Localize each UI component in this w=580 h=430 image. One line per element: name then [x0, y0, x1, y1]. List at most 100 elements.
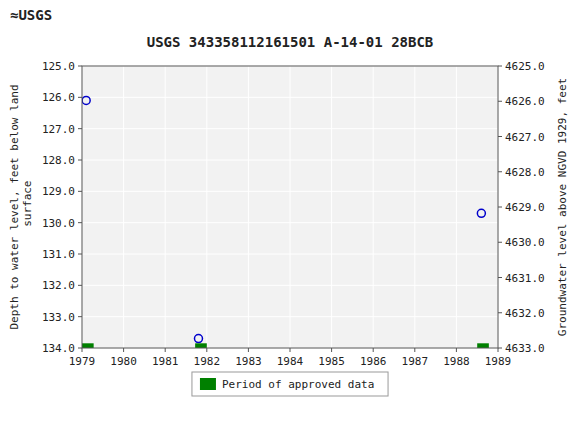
grid-line: [82, 316, 498, 317]
tick: [498, 312, 502, 313]
tick: [165, 348, 166, 352]
tick-label: 1981: [152, 355, 179, 368]
point: [477, 209, 485, 217]
tick-label: 4628.0: [505, 166, 545, 179]
tick-label: 1986: [360, 355, 387, 368]
grid-line: [165, 66, 166, 348]
tick-label: 4633.0: [505, 342, 545, 355]
tick-label: 4625.0: [505, 60, 545, 73]
tick-label: 1984: [277, 355, 304, 368]
grid: [82, 66, 498, 348]
tick: [498, 207, 502, 208]
axis-label: Depth to water level, feet below land su…: [8, 84, 34, 329]
tick: [78, 97, 82, 98]
plot-area: [82, 66, 498, 348]
tick: [123, 348, 124, 352]
tick-label: 125.0: [42, 60, 75, 73]
tick-label: 133.0: [42, 311, 75, 324]
tick-label: 126.0: [42, 91, 75, 104]
grid-line: [456, 66, 457, 348]
legend-swatch: [200, 378, 216, 390]
grid-line: [373, 66, 374, 348]
y2-axis: 4633.0 4632.0 4631.0 4630.0 4629.0 4628.0 4627…: [498, 60, 569, 355]
tick-label: 1979: [69, 355, 96, 368]
tick: [498, 348, 502, 349]
tick: [498, 277, 502, 278]
tick: [78, 160, 82, 161]
period-bar: [82, 343, 94, 348]
tick: [498, 171, 502, 172]
grid-line: [290, 66, 291, 348]
tick: [498, 242, 502, 243]
tick-label: 129.0: [42, 185, 75, 198]
grid-line: [82, 160, 498, 161]
point: [194, 335, 202, 343]
grid-line: [206, 66, 207, 348]
grid-line: [82, 285, 498, 286]
chart: ≈USGS USGS 343358112161501 A-14-01 28BCB 1…: [0, 0, 580, 430]
x-axis: 1979 1980 1981 1982 1983 1984 1985 1986 1987 1988…: [69, 348, 512, 368]
tick: [498, 101, 502, 102]
point: [82, 96, 90, 104]
tick-label: 1982: [194, 355, 221, 368]
tick-label: 132.0: [42, 279, 75, 292]
tick: [78, 254, 82, 255]
annotation: ≈USGS: [10, 7, 52, 23]
tick: [78, 316, 82, 317]
tick: [498, 348, 499, 352]
tick-label: 4631.0: [505, 272, 545, 285]
tick: [206, 348, 207, 352]
grid-line: [82, 97, 498, 98]
tick-label: 128.0: [42, 154, 75, 167]
tick: [78, 66, 82, 67]
axis-label-line: surface: [21, 181, 34, 234]
tick-label: 4629.0: [505, 201, 545, 214]
period-bar: [477, 343, 489, 348]
grid-line: [123, 66, 124, 348]
grid-line: [82, 254, 498, 255]
y-axis: 125.0 126.0 127.0 128.0 129.0 130.0 131.0 132.0…: [8, 60, 82, 355]
grid-line: [331, 66, 332, 348]
tick-label: 4626.0: [505, 95, 545, 108]
tick-label: 1987: [402, 355, 429, 368]
tick-label: 1989: [485, 355, 512, 368]
tick: [331, 348, 332, 352]
tick: [78, 128, 82, 129]
tick: [498, 66, 502, 67]
tick: [78, 222, 82, 223]
tick-label: 4627.0: [505, 131, 545, 144]
tick: [78, 191, 82, 192]
grid-line: [414, 66, 415, 348]
frame: [82, 66, 498, 348]
tick: [78, 285, 82, 286]
tick: [82, 348, 83, 352]
legend-box: [192, 372, 388, 396]
grid-line: [82, 222, 498, 223]
tick-label: 1985: [318, 355, 345, 368]
tick: [456, 348, 457, 352]
grid-line: [82, 128, 498, 129]
tick-label: 4630.0: [505, 236, 545, 249]
tick: [290, 348, 291, 352]
grid-line: [82, 191, 498, 192]
tick: [78, 348, 82, 349]
tick-label: 130.0: [42, 217, 75, 230]
title: USGS 343358112161501 A-14-01 28BCB: [147, 34, 434, 50]
tick-label: 1988: [443, 355, 470, 368]
period-bar: [195, 343, 207, 348]
tick-label: 4632.0: [505, 307, 545, 320]
tick-label: 1983: [235, 355, 262, 368]
tick: [248, 348, 249, 352]
marks: [82, 96, 489, 348]
legend-label: Period of approved data: [222, 378, 374, 391]
axis-label: Groundwater level above NGVD 1929, feet: [556, 78, 569, 336]
tick: [373, 348, 374, 352]
tick: [498, 136, 502, 137]
tick-label: 134.0: [42, 342, 75, 355]
grid-line: [248, 66, 249, 348]
tick-label: 131.0: [42, 248, 75, 261]
tick: [414, 348, 415, 352]
tick-label: 127.0: [42, 123, 75, 136]
tick-label: 1980: [110, 355, 137, 368]
axis-label-line: Depth to water level, feet below land: [8, 84, 21, 329]
